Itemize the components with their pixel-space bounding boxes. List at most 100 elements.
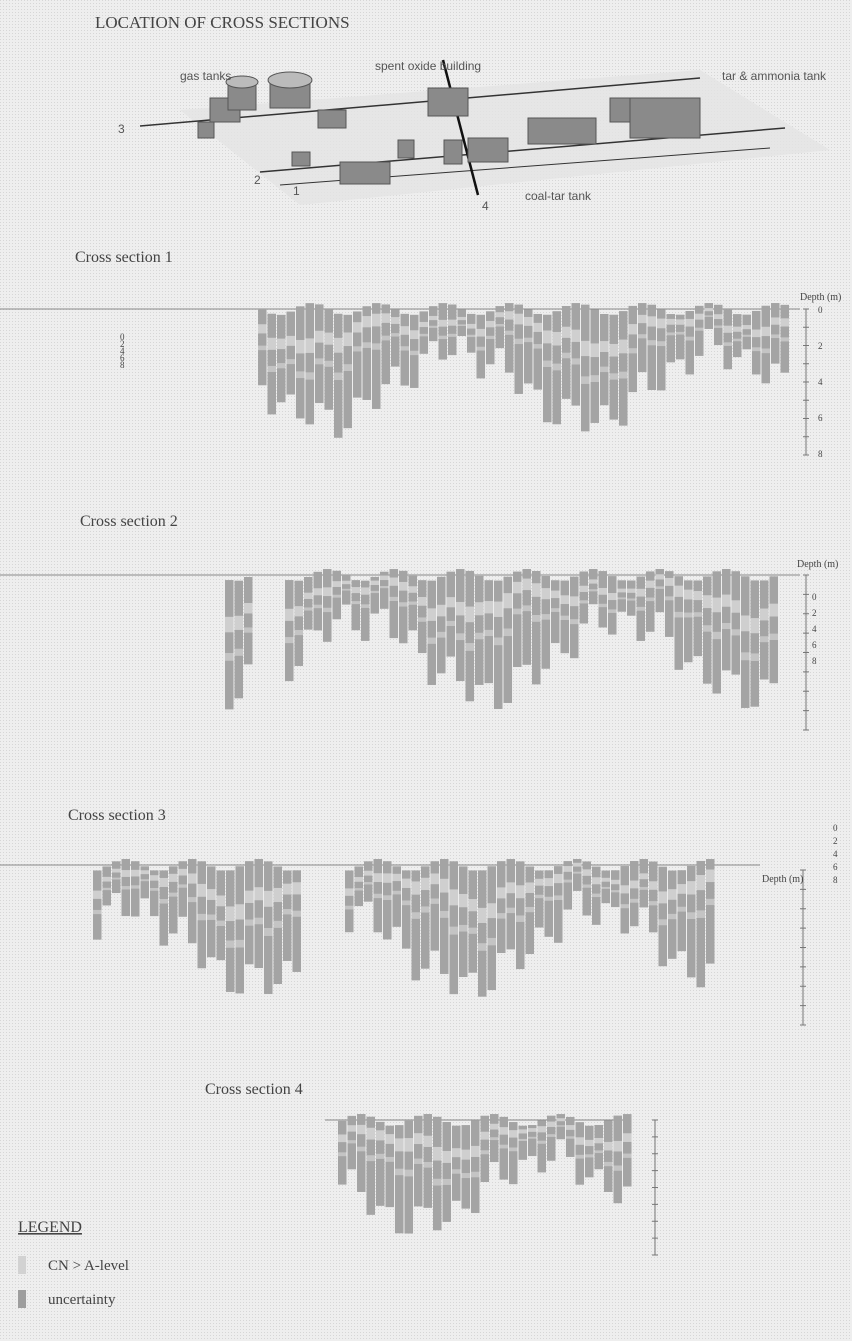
contamination-band	[694, 591, 703, 600]
borehole	[488, 866, 497, 990]
contamination-band	[443, 1179, 452, 1185]
contamination-band	[486, 321, 495, 327]
contamination-band	[475, 633, 484, 640]
borehole	[469, 870, 478, 972]
borehole	[405, 1121, 414, 1234]
contamination-band	[342, 581, 351, 584]
contamination-band	[112, 869, 121, 873]
contamination-band	[481, 1150, 490, 1154]
borehole	[751, 580, 760, 706]
contamination-band	[519, 1139, 528, 1141]
contamination-band	[640, 887, 649, 890]
contamination-band	[390, 578, 399, 586]
borehole	[576, 1122, 585, 1185]
depth-tick-label: 8	[833, 875, 838, 885]
borehole	[433, 1117, 442, 1231]
contamination-band	[585, 1154, 594, 1157]
contamination-band	[581, 341, 590, 356]
map-label: spent oxide building	[375, 59, 481, 73]
contamination-band	[304, 593, 313, 599]
borehole	[437, 577, 446, 674]
contamination-band	[573, 872, 582, 874]
contamination-band	[390, 597, 399, 601]
contamination-band	[519, 1129, 528, 1133]
contamination-band	[526, 907, 535, 912]
contamination-band	[557, 1125, 566, 1127]
contamination-band	[353, 322, 362, 332]
contamination-band	[553, 364, 562, 371]
contamination-band	[724, 342, 733, 346]
borehole	[714, 305, 723, 345]
contamination-band	[528, 1128, 537, 1132]
contamination-band	[554, 895, 563, 900]
contamination-band	[264, 928, 273, 936]
contamination-band	[420, 322, 429, 327]
borehole	[236, 866, 245, 993]
contamination-band	[122, 870, 131, 877]
contamination-band	[513, 582, 522, 593]
contamination-band	[395, 1138, 404, 1151]
contamination-band	[570, 619, 579, 624]
contamination-band	[112, 878, 121, 880]
contamination-band	[274, 888, 283, 902]
contamination-band	[741, 615, 750, 631]
contamination-band	[364, 882, 373, 884]
contamination-band	[600, 367, 609, 372]
borehole	[581, 305, 590, 432]
contamination-band	[467, 324, 476, 329]
contamination-band	[179, 884, 188, 887]
contamination-band	[551, 591, 560, 599]
contamination-band	[323, 587, 332, 596]
borehole	[448, 304, 457, 355]
contamination-band	[566, 1125, 575, 1130]
contamination-band	[547, 1122, 556, 1127]
contamination-band	[395, 1169, 404, 1175]
borehole	[235, 581, 244, 699]
contamination-band	[762, 327, 771, 336]
contamination-band	[382, 336, 391, 341]
depth-tick-label: 6	[833, 862, 838, 872]
contamination-band	[466, 643, 475, 651]
contamination-band	[485, 630, 494, 636]
section-title: Cross section 1	[75, 249, 173, 266]
contamination-band	[439, 320, 448, 327]
contamination-band	[306, 372, 315, 379]
contamination-band	[667, 319, 676, 325]
contamination-band	[665, 596, 674, 600]
contamination-band	[629, 324, 638, 334]
contamination-band	[583, 884, 592, 887]
depth-tick-label: 2	[818, 341, 823, 351]
contamination-band	[236, 904, 245, 919]
contamination-band	[475, 602, 484, 615]
contamination-band	[421, 906, 430, 912]
contamination-band	[207, 914, 216, 919]
contamination-band	[371, 581, 380, 585]
contamination-band	[640, 873, 649, 879]
contamination-band	[459, 894, 468, 907]
contamination-band	[447, 621, 456, 626]
contamination-band	[538, 1126, 547, 1132]
contamination-band	[450, 927, 459, 935]
contamination-band	[386, 1157, 395, 1162]
contamination-band	[393, 874, 402, 881]
contamination-band	[618, 589, 627, 593]
borehole	[760, 580, 769, 679]
contamination-band	[433, 1147, 442, 1161]
contamination-band	[610, 344, 619, 357]
depth-tick-label: 2	[812, 608, 817, 618]
contamination-band	[409, 602, 418, 605]
borehole	[323, 569, 332, 642]
borehole	[599, 571, 608, 627]
axis-label: Depth (m)	[762, 874, 803, 885]
borehole	[771, 303, 780, 364]
borehole	[770, 576, 779, 683]
borehole	[207, 866, 216, 957]
borehole	[640, 859, 649, 907]
borehole	[296, 306, 305, 418]
contamination-band	[198, 884, 207, 897]
borehole	[481, 1116, 490, 1182]
contamination-band	[364, 871, 373, 876]
contamination-band	[353, 346, 362, 351]
contamination-band	[545, 878, 554, 886]
contamination-band	[371, 591, 380, 593]
